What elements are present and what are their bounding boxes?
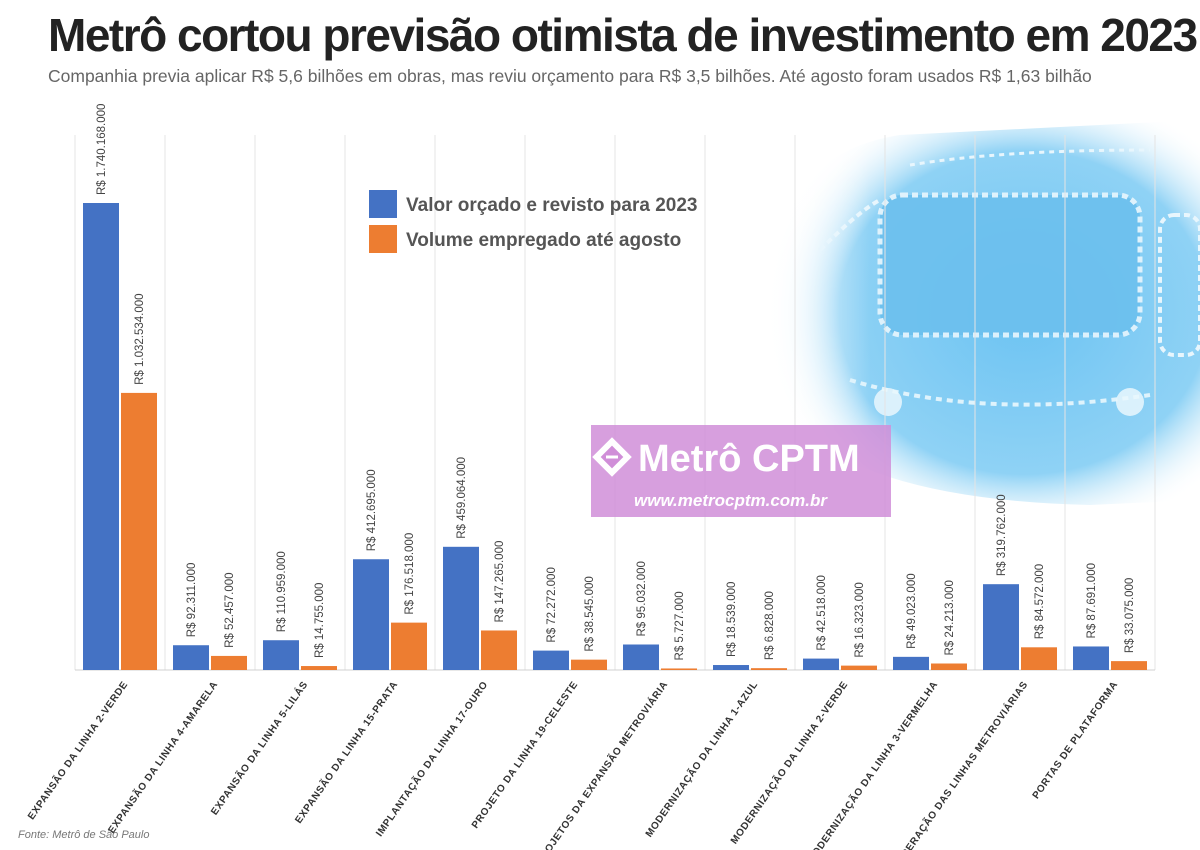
bar-value-label-empregado: R$ 84.572.000 — [1034, 564, 1046, 639]
bar-value-label-orcado: R$ 319.762.000 — [996, 494, 1008, 576]
bar-empregado — [211, 655, 247, 670]
chart-subtitle: Companhia previa aplicar R$ 5,6 bilhões … — [48, 66, 1092, 86]
bar-orcado — [263, 640, 299, 670]
bar-value-label-empregado: R$ 6.828.000 — [764, 591, 776, 660]
category-label: EXPANSÃO DA LINHA 15-PRATA — [292, 678, 401, 826]
bar-orcado — [713, 665, 749, 670]
bar-orcado — [173, 645, 209, 670]
bar-empregado — [571, 659, 607, 670]
bar-empregado — [481, 630, 517, 670]
bar-value-label-empregado: R$ 14.755.000 — [314, 583, 326, 658]
bar-empregado — [1111, 661, 1147, 670]
bar-value-label-empregado: R$ 1.032.534.000 — [134, 293, 146, 384]
bar-value-label-empregado: R$ 147.265.000 — [494, 541, 506, 623]
bar-value-label-empregado: R$ 38.545.000 — [584, 576, 596, 651]
bar-empregado — [931, 663, 967, 670]
bar-value-label-orcado: R$ 49.023.000 — [906, 573, 918, 648]
category-dividers — [74, 135, 1156, 670]
category-label: EXPANSÃO DA LINHA 4-AMARELA — [105, 678, 221, 835]
legend-label-empregado: Volume empregado até agosto — [406, 230, 681, 251]
bar-empregado — [121, 392, 157, 670]
bar-orcado — [443, 546, 479, 670]
bar-value-label-orcado: R$ 95.032.000 — [636, 561, 648, 636]
category-label: PORTAS DE PLATAFORMA — [1031, 679, 1121, 801]
source-note: Fonte: Metrô de São Paulo — [18, 829, 150, 841]
metrocptm-watermark: Metrô CPTM www.metrocptm.com.br — [591, 425, 891, 517]
bar-value-label-orcado: R$ 110.959.000 — [276, 551, 288, 632]
bar-orcado — [533, 650, 569, 670]
bar-empregado — [751, 668, 787, 670]
legend-label-orcado: Valor orçado e revisto para 2023 — [406, 195, 698, 216]
legend-swatch-empregado — [369, 225, 397, 253]
category-label: IMPLANTAÇÃO DA LINHA 17-OURO — [373, 678, 491, 839]
bar-value-label-orcado: R$ 1.740.168.000 — [96, 104, 108, 195]
bar-value-label-empregado: R$ 33.075.000 — [1124, 578, 1136, 653]
watermark-brand: Metrô CPTM — [638, 438, 860, 480]
bar-orcado — [623, 644, 659, 670]
bar-value-label-orcado: R$ 72.272.000 — [546, 567, 558, 642]
bar-value-label-orcado: R$ 87.691.000 — [1086, 563, 1098, 638]
bar-empregado — [391, 622, 427, 670]
bar-value-label-empregado: R$ 52.457.000 — [224, 572, 236, 647]
chart-title: Metrô cortou previsão otimista de invest… — [48, 9, 1198, 61]
bar-value-label-empregado: R$ 5.727.000 — [674, 591, 686, 660]
bar-value-label-empregado: R$ 176.518.000 — [404, 533, 416, 615]
category-label: EXPANSÃO DA LINHA 2-VERDE — [24, 678, 130, 822]
bar-empregado — [661, 668, 697, 670]
bars-group — [83, 203, 1147, 670]
train-photo-background — [760, 120, 1200, 505]
category-label: MODERNIZAÇÃO DA LINHA 1-AZUL — [642, 678, 760, 839]
watermark-background — [591, 425, 891, 517]
category-label: PROJETO DA LINHA 19-CELESTE — [470, 679, 581, 830]
bar-value-label-empregado: R$ 16.323.000 — [854, 582, 866, 657]
bar-empregado — [841, 665, 877, 670]
bar-empregado — [1021, 647, 1057, 670]
bar-value-label-orcado: R$ 92.311.000 — [186, 563, 198, 638]
bar-empregado — [301, 666, 337, 670]
bar-value-label-orcado: R$ 42.518.000 — [816, 575, 828, 650]
bar-orcado — [353, 559, 389, 670]
diamond-logo-icon — [592, 437, 632, 477]
category-label: EXPANSÃO DA LINHA 5-LILÁS — [208, 678, 311, 817]
bar-value-label-empregado: R$ 24.213.000 — [944, 580, 956, 655]
legend: Valor orçado e revisto para 2023 Volume … — [369, 190, 698, 253]
bar-orcado — [1073, 646, 1109, 670]
watermark-url: www.metrocptm.com.br — [634, 491, 828, 510]
bar-value-label-orcado: R$ 459.064.000 — [456, 457, 468, 539]
bar-value-label-orcado: R$ 18.539.000 — [726, 582, 738, 657]
bar-orcado — [893, 656, 929, 670]
bar-orcado — [803, 658, 839, 670]
legend-swatch-orcado — [369, 190, 397, 218]
bar-orcado — [83, 203, 119, 670]
bar-value-labels: R$ 1.740.168.000 R$ 1.032.534.000 R$ 92.31… — [96, 104, 1136, 661]
bar-orcado — [983, 584, 1019, 670]
bar-value-label-orcado: R$ 412.695.000 — [366, 469, 378, 551]
